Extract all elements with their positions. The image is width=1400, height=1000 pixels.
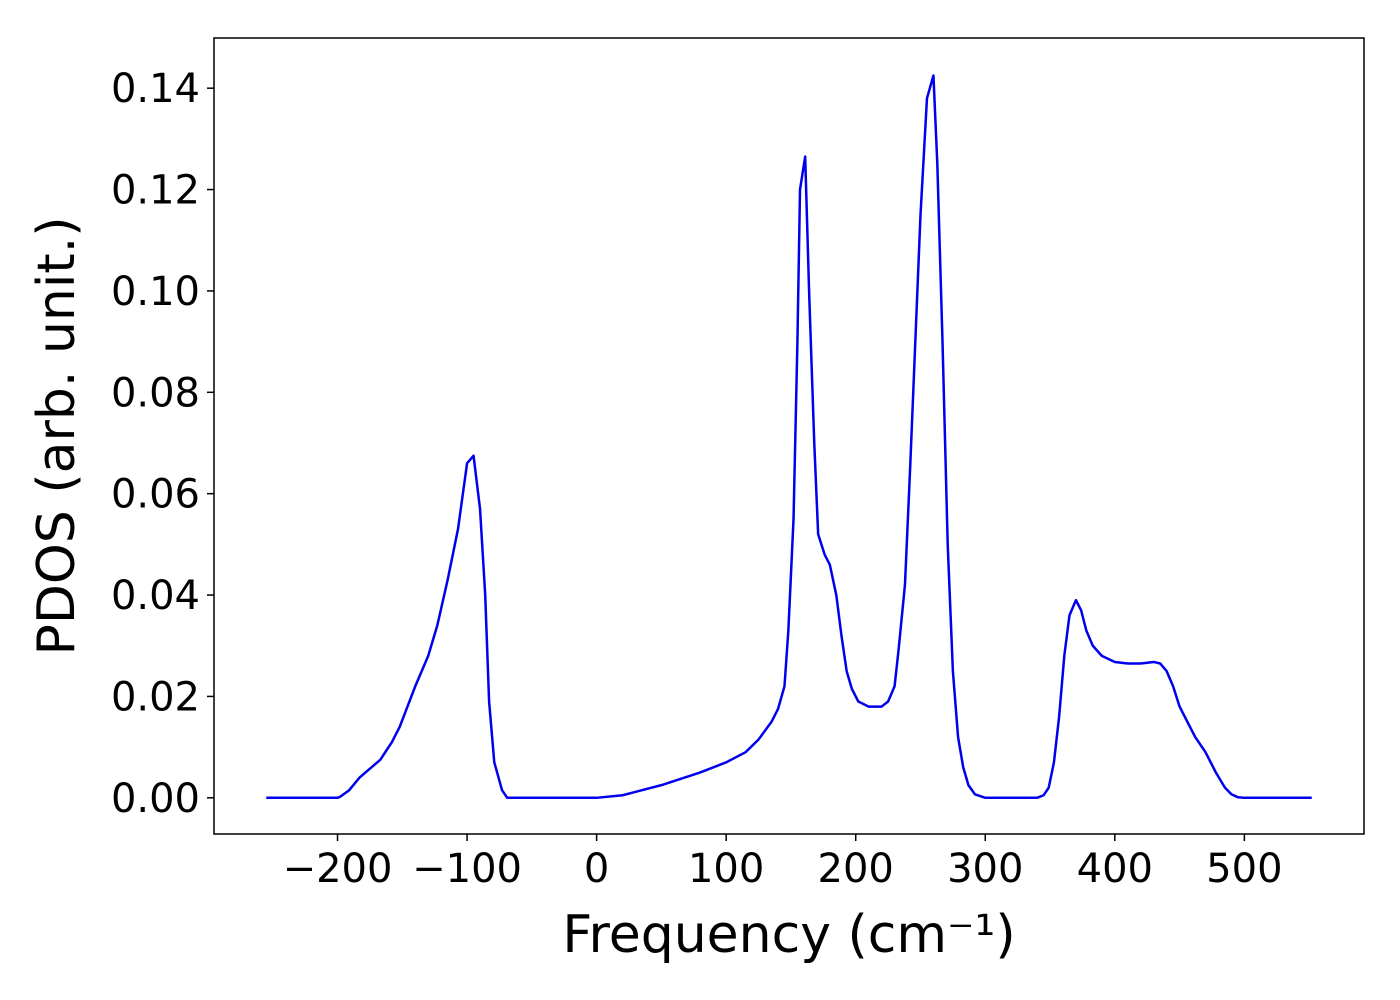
y-tick-label: 0.04 bbox=[111, 573, 200, 619]
x-tick-label: 0 bbox=[584, 846, 609, 892]
x-tick-label: 400 bbox=[1077, 846, 1153, 892]
x-tick-label: 500 bbox=[1206, 846, 1282, 892]
data-line bbox=[266, 74, 1312, 800]
y-tick-label: 0.08 bbox=[111, 370, 200, 416]
y-tick-label: 0.14 bbox=[111, 66, 200, 112]
y-tick-label: 0.06 bbox=[111, 472, 200, 518]
x-tick-label: −100 bbox=[412, 846, 522, 892]
x-axis-label: Frequency (cm⁻¹) bbox=[562, 905, 1015, 965]
y-tick-label: 0.10 bbox=[111, 269, 200, 315]
y-tick-label: 0.00 bbox=[111, 776, 200, 822]
y-axis-label: PDOS (arb. unit.) bbox=[27, 216, 87, 655]
x-tick-label: −200 bbox=[283, 846, 393, 892]
plot-frame bbox=[213, 37, 1365, 835]
y-tick-label: 0.12 bbox=[111, 168, 200, 214]
x-tick-label: 300 bbox=[947, 846, 1023, 892]
y-tick-label: 0.02 bbox=[111, 674, 200, 720]
x-tick-label: 200 bbox=[818, 846, 894, 892]
x-tick-label: 100 bbox=[688, 846, 764, 892]
